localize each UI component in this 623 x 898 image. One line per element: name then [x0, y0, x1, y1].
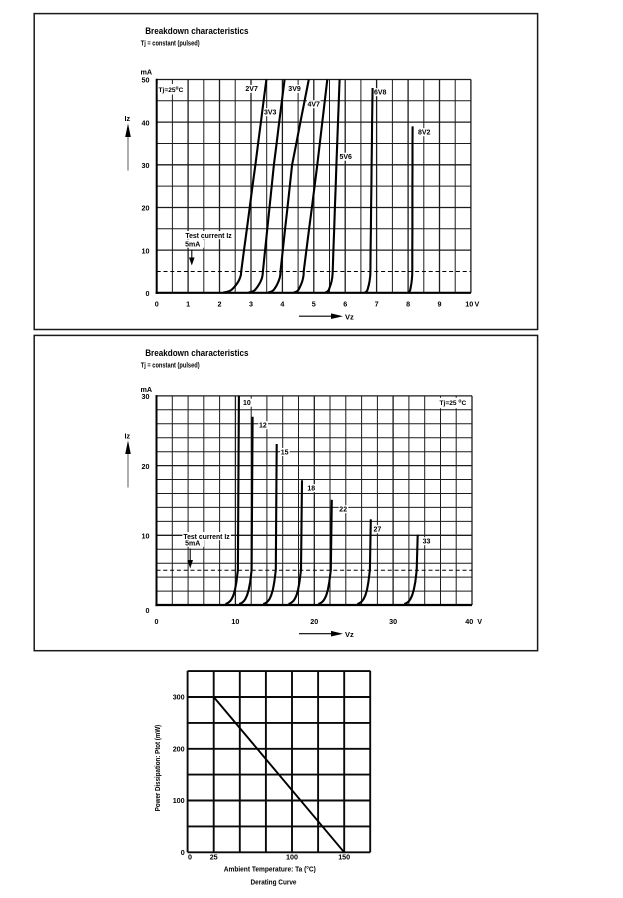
svg-text:100: 100	[173, 796, 185, 805]
svg-text:50: 50	[142, 76, 150, 85]
svg-text:40: 40	[142, 118, 150, 127]
svg-text:Tj=25 oC: Tj=25 oC	[440, 399, 467, 407]
svg-text:6V8: 6V8	[374, 90, 387, 97]
svg-text:10: 10	[243, 400, 251, 407]
svg-text:Ambient Temperature: Ta (°C): Ambient Temperature: Ta (°C)	[224, 865, 317, 874]
svg-text:5mA: 5mA	[185, 241, 200, 248]
svg-text:10: 10	[142, 532, 150, 541]
svg-text:300: 300	[173, 693, 185, 702]
svg-text:Tj = constant (pulsed): Tj = constant (pulsed)	[141, 38, 200, 47]
svg-text:22: 22	[339, 507, 347, 514]
svg-text:10: 10	[465, 300, 473, 309]
svg-text:100: 100	[286, 853, 298, 862]
svg-text:30: 30	[142, 161, 150, 170]
svg-text:Breakdown characteristics: Breakdown characteristics	[145, 26, 248, 36]
svg-text:7: 7	[375, 300, 379, 309]
svg-text:20: 20	[142, 462, 150, 471]
svg-text:200: 200	[173, 744, 185, 753]
svg-text:25: 25	[210, 853, 218, 862]
svg-text:Iz: Iz	[125, 432, 131, 441]
svg-text:6: 6	[343, 300, 347, 309]
svg-text:3: 3	[249, 300, 253, 309]
svg-text:Power Dissipation: Ptot (mW): Power Dissipation: Ptot (mW)	[153, 724, 162, 811]
svg-text:40: 40	[465, 617, 473, 626]
svg-text:5mA: 5mA	[185, 541, 200, 548]
svg-text:18: 18	[307, 486, 315, 493]
svg-text:33: 33	[423, 539, 431, 546]
svg-text:10: 10	[231, 617, 239, 626]
svg-text:8V2: 8V2	[418, 130, 431, 137]
svg-text:0: 0	[146, 606, 150, 615]
svg-text:150: 150	[338, 853, 350, 862]
svg-text:5: 5	[312, 300, 316, 309]
svg-text:5V6: 5V6	[340, 154, 353, 161]
svg-text:20: 20	[310, 617, 318, 626]
svg-text:27: 27	[374, 527, 382, 534]
svg-text:Derating Curve: Derating Curve	[251, 877, 297, 886]
svg-text:3V3: 3V3	[264, 110, 277, 117]
svg-text:Test current Iz: Test current Iz	[183, 534, 230, 541]
svg-text:Tj=25oC: Tj=25oC	[159, 86, 184, 94]
svg-text:15: 15	[281, 449, 289, 456]
svg-text:8: 8	[406, 300, 410, 309]
svg-text:3V9: 3V9	[288, 86, 301, 93]
svg-text:4V7: 4V7	[308, 102, 321, 109]
svg-text:0: 0	[188, 853, 192, 862]
svg-text:30: 30	[389, 617, 397, 626]
svg-text:9: 9	[438, 300, 442, 309]
svg-text:0: 0	[181, 848, 185, 857]
svg-text:0: 0	[155, 617, 159, 626]
svg-text:Vz: Vz	[345, 630, 354, 639]
svg-text:Iz: Iz	[125, 114, 131, 123]
svg-text:V: V	[477, 617, 482, 626]
svg-text:mA: mA	[141, 385, 153, 394]
svg-text:Tj = constant (pulsed): Tj = constant (pulsed)	[141, 360, 200, 369]
svg-text:mA: mA	[141, 68, 153, 77]
svg-text:0: 0	[155, 300, 159, 309]
svg-text:4: 4	[280, 300, 284, 309]
svg-text:2: 2	[218, 300, 222, 309]
svg-text:1: 1	[186, 300, 190, 309]
svg-text:12: 12	[259, 423, 267, 430]
svg-text:2V7: 2V7	[245, 86, 258, 93]
svg-text:Test current Iz: Test current Iz	[185, 233, 232, 240]
svg-text:Vz: Vz	[345, 313, 354, 322]
svg-text:20: 20	[142, 204, 150, 213]
svg-text:Breakdown characteristics: Breakdown characteristics	[145, 348, 248, 358]
svg-text:10: 10	[142, 246, 150, 255]
svg-text:0: 0	[146, 289, 150, 298]
svg-text:30: 30	[142, 392, 150, 401]
svg-text:V: V	[475, 300, 480, 309]
